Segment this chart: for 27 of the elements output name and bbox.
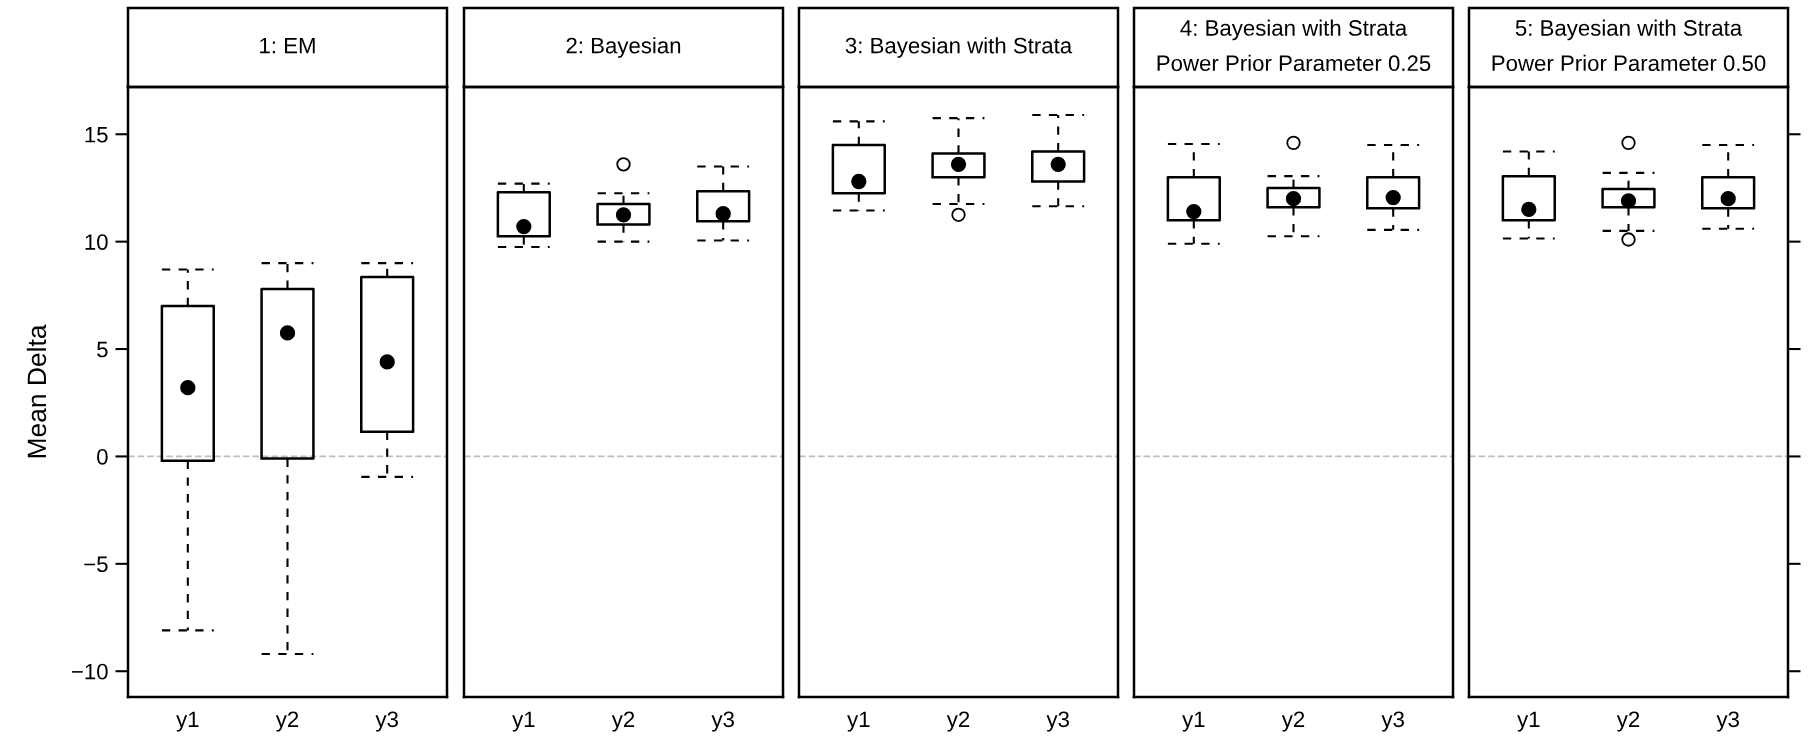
chart-title: 4: Bayesian with Strata Power Prior Parameter 0.25 xyxy=(1157,19,1431,72)
x-tick-label: y2 xyxy=(611,711,635,732)
x-tick-label: y2 xyxy=(275,711,299,732)
x-tick-label: y1 xyxy=(176,711,199,732)
chart-title: 5: Bayesian with Strata Power Prior Parameter 0.50 xyxy=(1492,19,1766,72)
y-tick-label: −10 xyxy=(71,663,108,680)
x-tick-label: y3 xyxy=(375,711,398,732)
chart-title: 1: EM xyxy=(260,37,315,54)
y-tick-label: 15 xyxy=(85,127,108,143)
x-tick-label: y3 xyxy=(1046,711,1069,732)
x-tick-label: y1 xyxy=(1182,711,1205,732)
chart-title: 2: Bayesian xyxy=(566,37,681,58)
x-tick-label: y1 xyxy=(512,711,535,732)
y-axis-title: Mean Delta xyxy=(26,324,47,458)
x-tick-label: y1 xyxy=(847,711,870,732)
y-tick-label: 10 xyxy=(85,234,108,250)
x-tick-label: y3 xyxy=(1381,711,1404,732)
y-tick-label: −5 xyxy=(84,556,108,573)
chart-title: 3: Bayesian with Strata xyxy=(845,37,1073,58)
y-tick-label: 5 xyxy=(97,341,108,358)
x-tick-label: y1 xyxy=(1517,711,1540,732)
x-tick-label: y2 xyxy=(946,711,970,732)
x-tick-label: y2 xyxy=(1281,711,1305,732)
x-tick-label: y3 xyxy=(711,711,734,732)
x-tick-label: y2 xyxy=(1616,711,1640,732)
y-tick-label: 0 xyxy=(97,448,108,465)
x-tick-label: y3 xyxy=(1716,711,1739,732)
